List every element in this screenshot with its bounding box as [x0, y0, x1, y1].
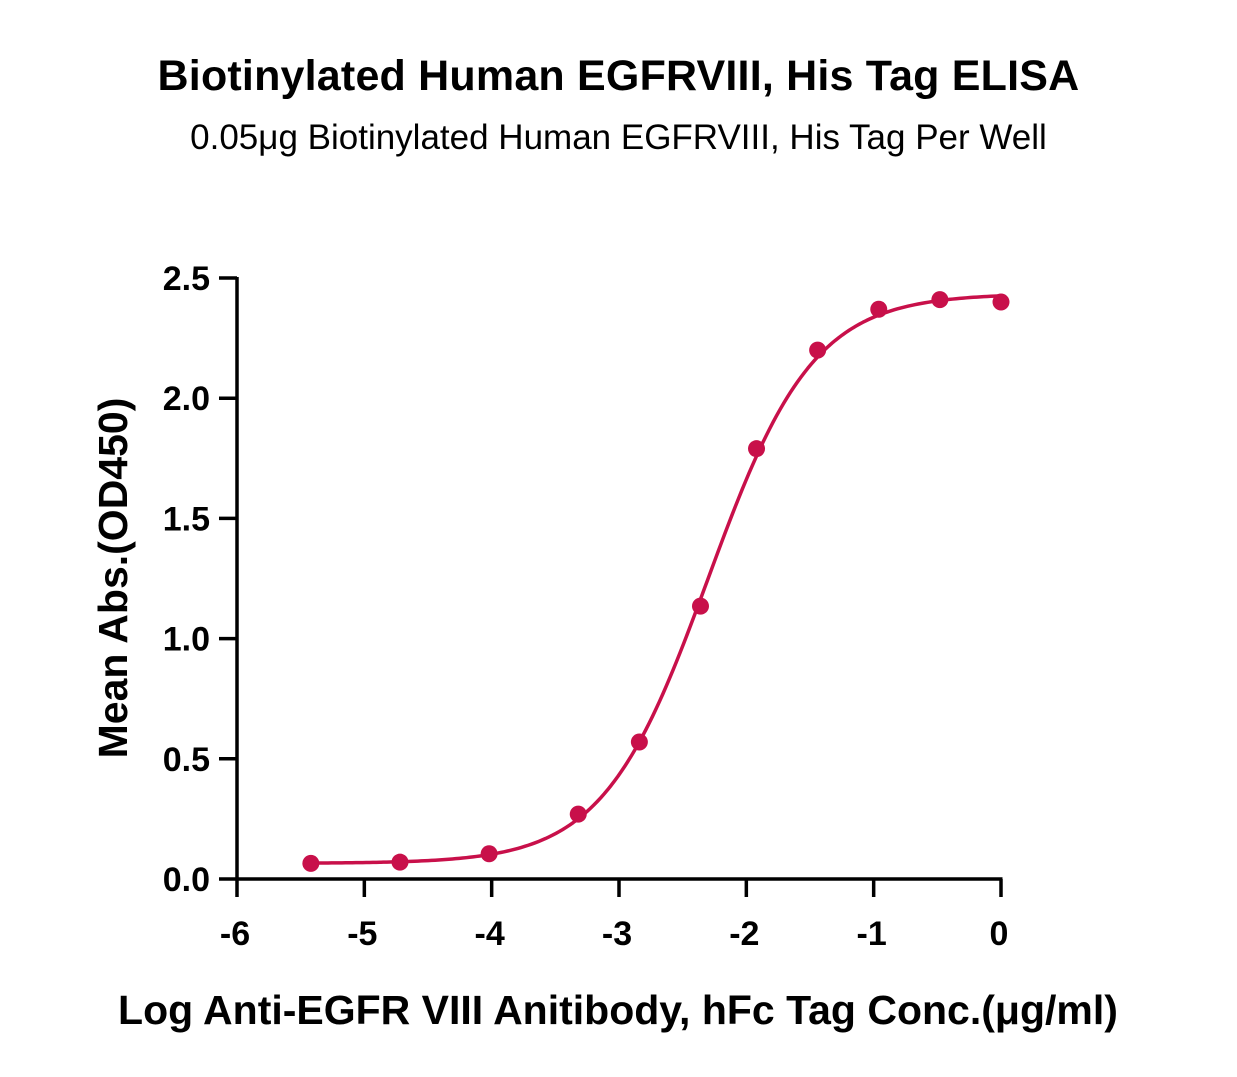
x-tick-label: -6 — [220, 915, 250, 953]
data-point — [992, 293, 1010, 311]
x-tick-label: -3 — [602, 915, 632, 953]
x-axis-label: Log Anti-EGFR VIII Anitibody, hFc Tag Co… — [118, 987, 1118, 1033]
y-tick-label: 2.5 — [163, 260, 210, 298]
y-tick-label: 1.5 — [163, 500, 210, 538]
x-tick-label: -5 — [347, 915, 377, 953]
data-point — [691, 597, 709, 615]
fit-curve — [309, 294, 1003, 865]
axes: 0.0 0.5 1.0 1.5 2.0 2.5 -6 -5 -4 -3 -2 -1 0 — [163, 260, 1009, 953]
data-point — [630, 733, 648, 751]
x-tick-label: -4 — [475, 915, 505, 953]
data-point — [302, 854, 320, 872]
data-point — [391, 853, 409, 871]
data-point — [480, 845, 498, 863]
x-tick-label: -1 — [857, 915, 887, 953]
data-point — [870, 300, 888, 318]
data-point — [931, 291, 949, 309]
y-tick-label: 1.0 — [163, 621, 210, 659]
fit-curve-layer — [309, 294, 1003, 865]
data-points-layer — [302, 291, 1010, 872]
y-tick-label: 0.5 — [163, 741, 210, 779]
chart-title: Biotinylated Human EGFRVIII, His Tag ELI… — [157, 52, 1080, 100]
data-point — [809, 341, 827, 359]
y-axis-label: Mean Abs.(OD450) — [90, 398, 136, 759]
x-tick-label: -2 — [729, 915, 759, 953]
x-tick-label: 0 — [990, 915, 1009, 953]
chart-subtitle: 0.05μg Biotinylated Human EGFRVIII, His … — [190, 118, 1047, 157]
y-tick-label: 2.0 — [163, 380, 210, 418]
data-point — [569, 805, 587, 823]
data-point — [748, 440, 766, 458]
y-tick-label: 0.0 — [163, 861, 210, 899]
